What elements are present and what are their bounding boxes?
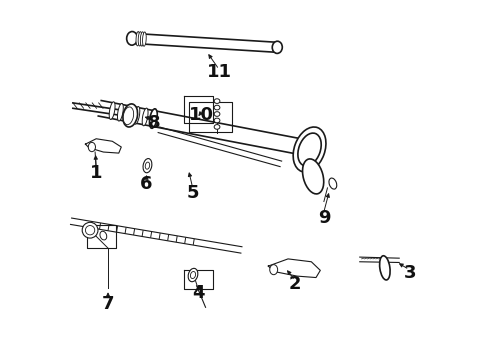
Ellipse shape [214,118,220,123]
Ellipse shape [214,125,220,129]
Ellipse shape [293,127,326,172]
Ellipse shape [138,32,142,46]
Ellipse shape [140,32,144,46]
Ellipse shape [136,32,140,46]
Ellipse shape [88,142,96,152]
Ellipse shape [145,162,149,169]
Ellipse shape [142,108,148,126]
Ellipse shape [302,159,324,194]
Ellipse shape [123,104,138,127]
Ellipse shape [143,32,146,46]
Ellipse shape [100,231,107,240]
Ellipse shape [214,112,220,116]
Ellipse shape [380,256,390,280]
Ellipse shape [123,107,134,125]
Ellipse shape [272,41,282,53]
Ellipse shape [134,107,140,124]
Ellipse shape [298,133,321,166]
Circle shape [85,226,95,235]
Text: 5: 5 [187,184,199,202]
Ellipse shape [143,158,152,173]
Ellipse shape [191,271,196,279]
Ellipse shape [214,105,220,110]
Ellipse shape [329,178,337,189]
Ellipse shape [126,32,137,45]
Text: 8: 8 [148,114,161,132]
Ellipse shape [270,265,278,275]
Text: 7: 7 [102,295,114,313]
Text: 11: 11 [207,63,232,81]
Text: 3: 3 [404,264,416,282]
Circle shape [82,222,98,238]
Text: 10: 10 [189,107,214,125]
Text: 1: 1 [90,164,102,182]
Ellipse shape [149,109,157,128]
Text: 4: 4 [192,284,205,302]
Ellipse shape [109,102,115,120]
Text: 2: 2 [289,275,301,293]
Text: 6: 6 [140,175,152,193]
Ellipse shape [126,105,131,123]
Ellipse shape [118,103,123,121]
Text: 9: 9 [318,209,330,227]
Ellipse shape [214,99,220,103]
Ellipse shape [188,268,198,282]
